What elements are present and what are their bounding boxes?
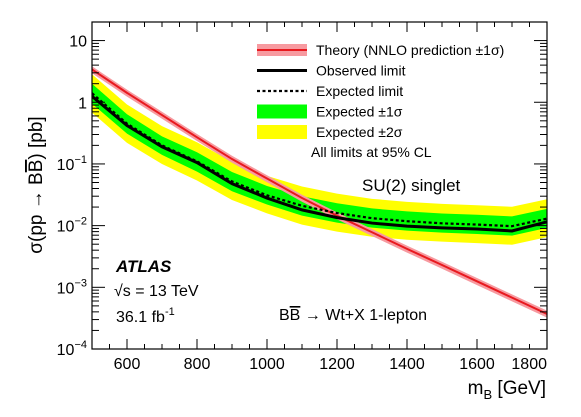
x-tick-label: 1000 [249,356,285,373]
x-tick-label: 800 [184,356,211,373]
y-tick-label: 1 [78,95,87,112]
legend-label-theory: Theory (NNLO prediction ±1σ) [316,42,504,58]
legend-swatch-band_2sigma [257,125,307,139]
legend-entry-expected: Expected limit [257,83,403,99]
y-tick-label: 10−3 [57,277,87,297]
experiment-label: ATLAS [115,257,172,276]
limit-curves [92,66,547,318]
x-tick-label: 1600 [459,356,495,373]
y-tick-label: 10−2 [57,216,87,236]
legend-entry-band_2sigma: Expected ±2σ [257,124,403,140]
x-axis-title: mB [GeV] [468,378,546,402]
y-tick-label: 10−1 [57,154,87,174]
legend: Theory (NNLO prediction ±1σ) Observed lim… [257,42,504,140]
y-tick-label: 10 [69,34,87,51]
legend-label-expected: Expected limit [316,83,403,99]
x-axis: 600 800 1000 1200 1400 1600 1800 [91,22,548,373]
legend-entry-band_1sigma: Expected ±1σ [257,104,403,120]
observed-limit-line [92,95,547,233]
luminosity-label: 36.1 fb-1 [116,306,175,326]
y-axis: 10−4 10−3 10−2 10−1 1 10 [57,21,547,359]
legend-note: All limits at 95% CL [311,144,432,160]
legend-entry-theory: Theory (NNLO prediction ±1σ) [257,42,504,58]
x-tick-label: 1800 [511,356,547,373]
model-label: SU(2) singlet [362,176,461,195]
legend-label-band_2sigma: Expected ±2σ [316,124,403,140]
y-axis-title: σ(pp → BB) [pb] [26,116,47,253]
x-tick-label: 600 [114,356,141,373]
legend-entry-observed: Observed limit [257,63,406,79]
energy-label: √s = 13 TeV [114,283,199,300]
theory-line [92,68,547,315]
legend-swatch-band_1sigma [257,104,307,119]
x-tick-label: 1400 [389,356,425,373]
x-tick-label: 1200 [319,356,355,373]
y-tick-label: 10−4 [57,339,87,359]
legend-label-band_1sigma: Expected ±1σ [316,104,403,120]
channel-label: BB → Wt+X 1-lepton [279,307,427,324]
legend-label-observed: Observed limit [316,63,406,79]
